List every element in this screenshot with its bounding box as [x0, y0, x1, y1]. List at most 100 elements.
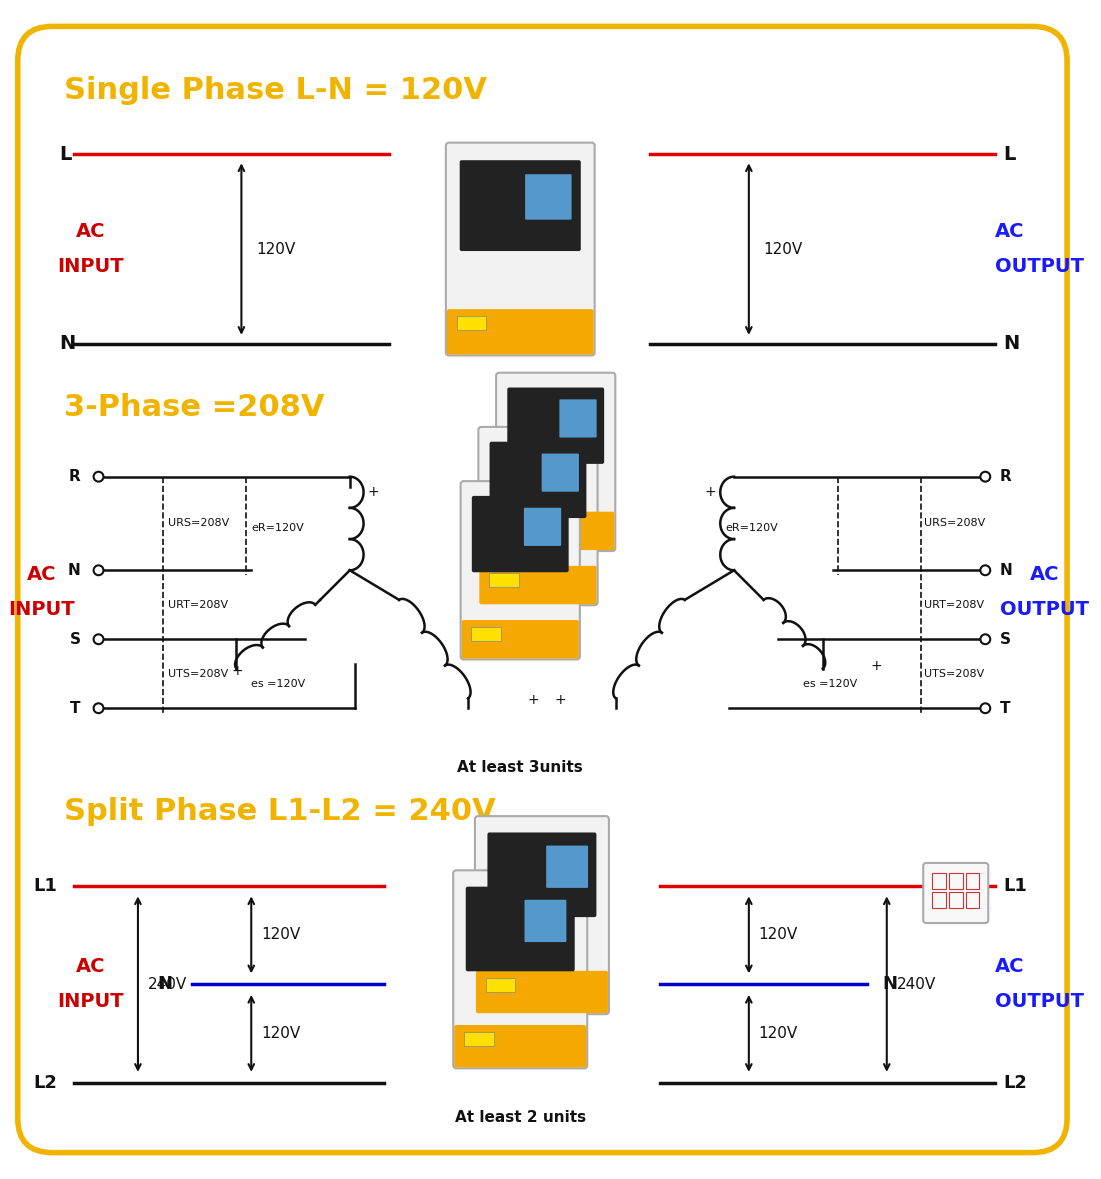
Text: +: + — [705, 485, 716, 499]
FancyBboxPatch shape — [542, 454, 579, 492]
FancyBboxPatch shape — [497, 373, 615, 551]
Text: AC: AC — [995, 222, 1025, 241]
Text: N: N — [883, 975, 897, 993]
Text: 120V: 120V — [257, 242, 295, 257]
Text: 120V: 120V — [759, 928, 798, 942]
Text: N: N — [1000, 562, 1013, 578]
Text: S: S — [1000, 632, 1011, 647]
Text: L1: L1 — [1003, 876, 1027, 895]
Bar — [465, 1032, 493, 1046]
Text: N: N — [59, 334, 75, 354]
FancyBboxPatch shape — [490, 442, 587, 518]
Text: S: S — [69, 632, 80, 647]
Text: AC: AC — [76, 957, 106, 976]
Text: 240V: 240V — [148, 976, 187, 992]
Text: INPUT: INPUT — [57, 257, 124, 276]
FancyBboxPatch shape — [497, 512, 614, 551]
FancyBboxPatch shape — [455, 1025, 586, 1067]
Text: eR=120V: eR=120V — [251, 523, 304, 533]
Ellipse shape — [94, 634, 103, 644]
Ellipse shape — [94, 704, 103, 713]
FancyBboxPatch shape — [924, 863, 989, 923]
Text: OUTPUT: OUTPUT — [1000, 600, 1089, 619]
Text: T: T — [70, 700, 80, 716]
Text: L1: L1 — [33, 876, 57, 895]
FancyBboxPatch shape — [472, 496, 569, 572]
Text: INPUT: INPUT — [57, 993, 124, 1012]
Ellipse shape — [980, 566, 990, 575]
Text: INPUT: INPUT — [8, 600, 75, 619]
Text: N: N — [68, 562, 80, 578]
Text: Split Phase L1-L2 = 240V: Split Phase L1-L2 = 240V — [64, 797, 495, 826]
Text: UTS=208V: UTS=208V — [924, 668, 984, 679]
Text: 120V: 120V — [759, 1026, 798, 1041]
Ellipse shape — [980, 472, 990, 481]
Text: 240V: 240V — [896, 976, 936, 992]
Text: R: R — [1000, 469, 1012, 485]
Text: N: N — [1003, 334, 1020, 354]
FancyBboxPatch shape — [524, 900, 566, 942]
Bar — [471, 627, 501, 640]
Text: eT=120V: eT=120V — [473, 590, 525, 600]
Text: AC: AC — [1029, 565, 1059, 584]
Bar — [966, 872, 980, 889]
Text: URS=208V: URS=208V — [167, 518, 229, 528]
Text: 3-Phase =208V: 3-Phase =208V — [64, 393, 325, 422]
Text: At least 3units: At least 3units — [457, 759, 584, 775]
Text: +: + — [870, 659, 882, 673]
Text: URT=208V: URT=208V — [167, 600, 228, 610]
Ellipse shape — [980, 634, 990, 644]
Bar — [966, 893, 980, 908]
Text: es =120V: es =120V — [803, 679, 858, 689]
Text: AC: AC — [76, 222, 106, 241]
FancyBboxPatch shape — [559, 400, 597, 437]
FancyBboxPatch shape — [478, 427, 598, 605]
FancyBboxPatch shape — [508, 388, 604, 463]
FancyBboxPatch shape — [525, 174, 571, 219]
FancyBboxPatch shape — [475, 816, 609, 1014]
Text: +: + — [368, 485, 379, 499]
Ellipse shape — [94, 566, 103, 575]
Text: es =120V: es =120V — [251, 679, 305, 689]
Text: AC: AC — [26, 565, 56, 584]
Text: T: T — [1000, 700, 1011, 716]
Text: OUTPUT: OUTPUT — [995, 257, 1084, 276]
Text: +: + — [231, 664, 243, 678]
FancyBboxPatch shape — [18, 26, 1067, 1153]
Bar — [486, 977, 515, 992]
FancyBboxPatch shape — [476, 970, 608, 1013]
FancyBboxPatch shape — [461, 620, 579, 658]
Text: Single Phase L-N = 120V: Single Phase L-N = 120V — [64, 75, 487, 105]
FancyBboxPatch shape — [466, 887, 575, 971]
Bar — [949, 872, 962, 889]
Text: 120V: 120V — [261, 928, 301, 942]
Text: +: + — [527, 693, 538, 707]
FancyBboxPatch shape — [446, 143, 595, 356]
Text: L2: L2 — [33, 1074, 57, 1092]
FancyBboxPatch shape — [479, 566, 597, 605]
FancyBboxPatch shape — [460, 160, 581, 251]
Text: N: N — [157, 975, 173, 993]
Text: L2: L2 — [1003, 1074, 1027, 1092]
Ellipse shape — [980, 704, 990, 713]
Text: URS=208V: URS=208V — [924, 518, 985, 528]
Text: UTS=208V: UTS=208V — [167, 668, 228, 679]
FancyBboxPatch shape — [454, 870, 587, 1068]
Text: OUTPUT: OUTPUT — [995, 993, 1084, 1012]
Text: L: L — [1003, 145, 1015, 164]
Bar — [933, 893, 946, 908]
Text: AC: AC — [995, 957, 1025, 976]
Text: eR=120V: eR=120V — [726, 523, 778, 533]
FancyBboxPatch shape — [546, 845, 588, 888]
Bar — [489, 573, 519, 586]
FancyBboxPatch shape — [447, 309, 593, 355]
FancyBboxPatch shape — [524, 508, 562, 546]
Bar — [949, 893, 962, 908]
FancyBboxPatch shape — [460, 481, 580, 659]
Bar — [457, 316, 487, 330]
Text: +: + — [555, 693, 567, 707]
Text: R: R — [69, 469, 80, 485]
Text: L: L — [59, 145, 72, 164]
Bar — [933, 872, 946, 889]
FancyBboxPatch shape — [488, 832, 597, 917]
